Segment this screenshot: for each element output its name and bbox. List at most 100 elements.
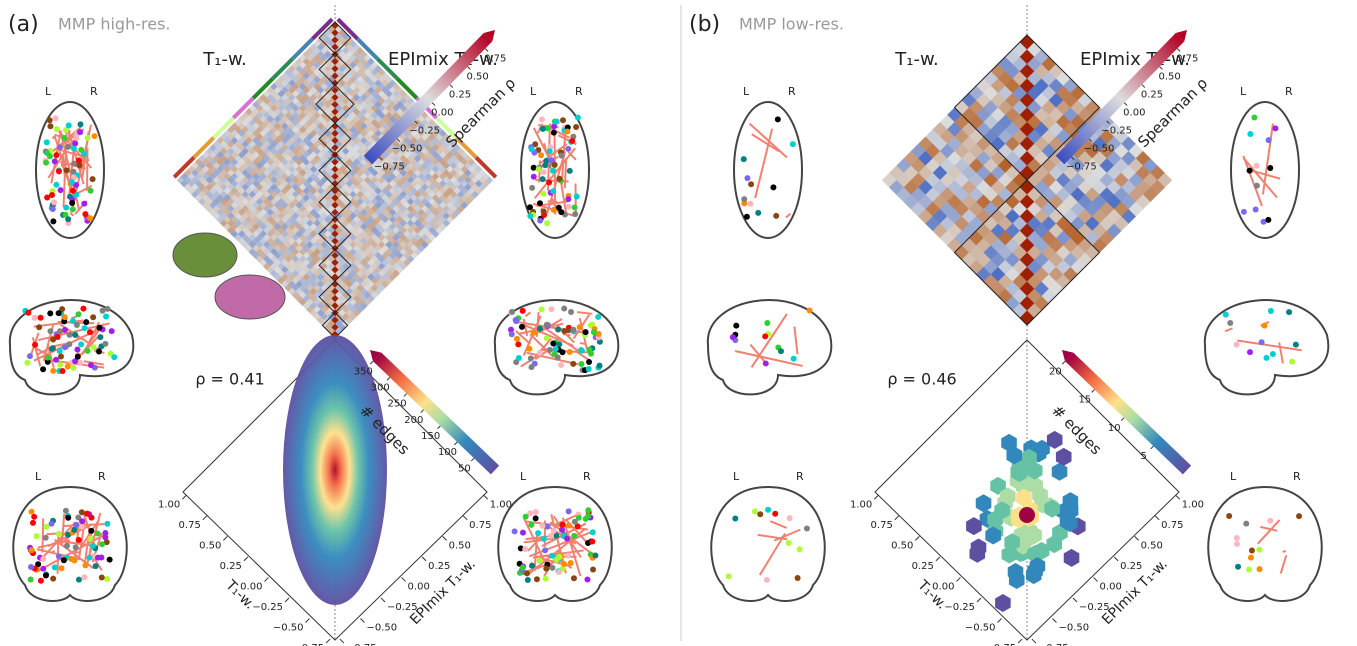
node bbox=[102, 341, 108, 347]
node bbox=[1265, 217, 1271, 223]
node bbox=[566, 204, 572, 210]
brain-outline bbox=[1208, 487, 1321, 601]
x-tick bbox=[285, 598, 289, 602]
hexbin bbox=[1064, 549, 1080, 567]
node bbox=[38, 578, 44, 584]
node bbox=[586, 347, 592, 353]
y-tick bbox=[463, 516, 467, 520]
node bbox=[556, 176, 562, 182]
node bbox=[546, 179, 552, 185]
node bbox=[597, 363, 603, 369]
node bbox=[47, 310, 53, 316]
node bbox=[43, 573, 49, 579]
node bbox=[80, 306, 86, 312]
x-tick bbox=[874, 495, 878, 499]
node bbox=[579, 348, 585, 354]
node bbox=[558, 153, 564, 159]
node bbox=[533, 509, 539, 515]
node bbox=[534, 576, 540, 582]
node bbox=[574, 193, 580, 199]
brain-plot: LR bbox=[498, 470, 611, 601]
node bbox=[88, 515, 94, 521]
y-tick-label: 0.00 bbox=[408, 581, 430, 592]
node bbox=[1234, 342, 1240, 348]
node bbox=[1241, 209, 1247, 215]
brain-side-label: L bbox=[530, 85, 537, 98]
node bbox=[568, 309, 574, 315]
node bbox=[509, 309, 515, 315]
node bbox=[531, 174, 537, 180]
node bbox=[539, 116, 545, 122]
x-tick-label: 0.25 bbox=[220, 561, 242, 572]
node bbox=[105, 306, 111, 312]
node bbox=[59, 368, 65, 374]
node bbox=[544, 335, 550, 341]
colorbar-tick bbox=[1142, 85, 1145, 88]
node bbox=[585, 507, 591, 513]
node bbox=[539, 523, 545, 529]
node bbox=[34, 533, 40, 539]
brain-side-label: L bbox=[1240, 85, 1247, 98]
y-tick bbox=[1114, 557, 1118, 561]
node bbox=[63, 205, 69, 211]
node bbox=[537, 218, 543, 224]
node bbox=[565, 196, 571, 202]
node bbox=[1257, 566, 1263, 572]
node bbox=[554, 119, 560, 125]
hexbin bbox=[995, 594, 1011, 612]
node bbox=[81, 151, 87, 157]
node bbox=[27, 353, 33, 359]
y-tick bbox=[1052, 619, 1056, 623]
node bbox=[90, 543, 96, 549]
y-tick bbox=[360, 619, 364, 623]
node bbox=[1256, 547, 1262, 553]
matrix-left-title: T₁-w. bbox=[894, 49, 939, 70]
node bbox=[541, 169, 547, 175]
node bbox=[541, 208, 547, 214]
y-tick-label: 0.25 bbox=[1120, 561, 1142, 572]
node bbox=[795, 575, 801, 581]
node bbox=[70, 318, 76, 324]
node bbox=[520, 564, 526, 570]
colorbar-tick-label: 10 bbox=[1108, 423, 1121, 434]
node bbox=[71, 146, 77, 152]
node bbox=[58, 187, 64, 193]
y-tick-label: 0.50 bbox=[449, 540, 471, 551]
y-tick bbox=[340, 639, 344, 643]
node bbox=[744, 175, 750, 181]
node bbox=[572, 211, 578, 217]
node bbox=[547, 347, 553, 353]
y-tick-label: 0.00 bbox=[1100, 581, 1122, 592]
node bbox=[556, 569, 562, 575]
y-tick-label: 0.25 bbox=[428, 561, 450, 572]
panel-subtitle: MMP high-res. bbox=[58, 15, 171, 34]
node bbox=[542, 162, 548, 168]
node bbox=[570, 361, 576, 367]
y-tick bbox=[381, 598, 385, 602]
node bbox=[28, 564, 34, 570]
node bbox=[99, 575, 105, 581]
node bbox=[542, 547, 548, 553]
node bbox=[84, 511, 90, 517]
node bbox=[1254, 163, 1260, 169]
node bbox=[537, 326, 543, 332]
node bbox=[525, 577, 531, 583]
node bbox=[757, 511, 763, 517]
node bbox=[40, 366, 46, 372]
node bbox=[85, 348, 91, 354]
y-tick bbox=[1135, 536, 1139, 540]
y-tick bbox=[1176, 495, 1180, 499]
node bbox=[43, 535, 49, 541]
node bbox=[40, 566, 46, 572]
colorbar-tick-label: −0.50 bbox=[1084, 144, 1115, 155]
node bbox=[513, 317, 519, 323]
colorbar-tick-label: 0.00 bbox=[431, 108, 453, 119]
node bbox=[53, 152, 59, 158]
node bbox=[540, 191, 546, 197]
node bbox=[1253, 206, 1259, 212]
node bbox=[1247, 349, 1253, 355]
y-tick-label: 0.75 bbox=[469, 520, 491, 531]
brain-plot bbox=[708, 300, 831, 394]
x-tick bbox=[244, 557, 248, 561]
node bbox=[516, 355, 522, 361]
